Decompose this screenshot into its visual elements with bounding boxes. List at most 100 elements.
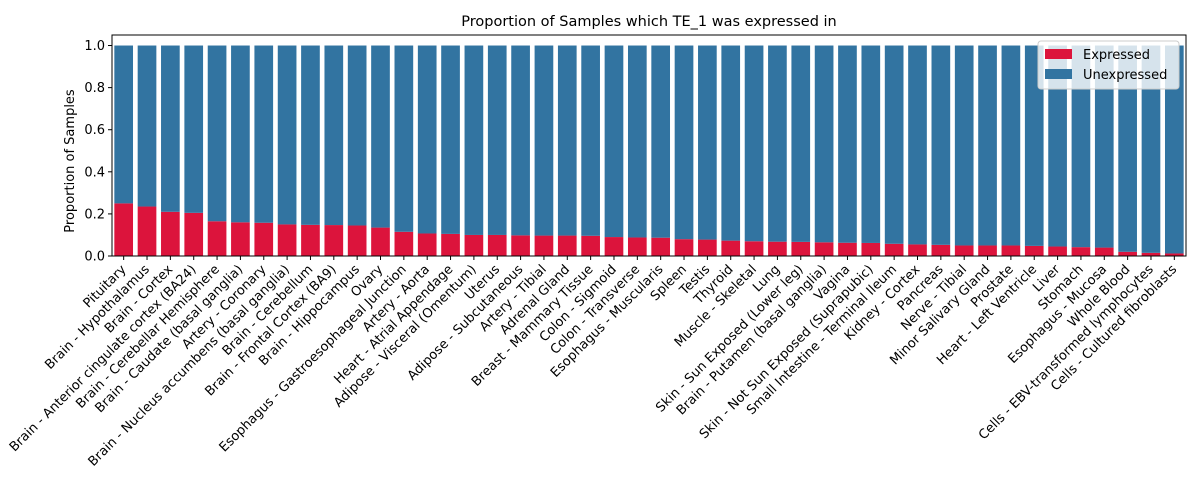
bar-unexpressed [1094,45,1114,248]
bar-unexpressed [604,45,624,238]
bar-unexpressed [184,45,204,213]
bar-unexpressed [674,45,694,240]
bar-expressed [137,206,157,256]
bar-unexpressed [371,45,390,228]
y-tick-label: 0.6 [84,123,105,138]
bar-unexpressed [114,45,134,204]
bar-unexpressed [487,45,507,235]
bar-expressed [744,241,764,256]
legend-swatch-unexpressed [1045,69,1072,79]
bar-expressed [254,222,274,256]
bar-unexpressed [207,45,227,222]
bar-expressed [394,231,414,256]
y-tick-label: 0.2 [84,207,105,222]
bar-unexpressed [627,45,647,238]
bar-unexpressed [908,45,927,245]
plot-frame [111,34,1187,257]
bar-unexpressed [1071,45,1091,248]
bar-unexpressed [417,45,437,234]
bar-expressed [791,241,811,256]
bar-unexpressed [1141,45,1161,253]
bar-expressed [884,243,904,256]
bar-unexpressed [744,45,764,242]
bar-unexpressed [534,45,554,236]
bar-expressed [1001,245,1021,256]
bar-expressed [1048,246,1067,256]
bars-layer [114,45,1184,256]
bar-expressed [441,233,460,256]
bar-unexpressed [161,45,180,212]
bar-expressed [207,221,227,256]
bar-unexpressed [324,45,344,226]
bar-expressed [557,235,577,256]
bar-expressed [721,240,741,256]
y-tick-label: 0.0 [84,250,105,265]
bar-expressed [581,235,600,256]
bar-expressed [1071,247,1091,256]
bar-expressed [347,225,367,256]
bar-expressed [417,233,437,256]
bar-expressed [231,222,250,256]
bar-unexpressed [254,45,274,223]
bar-expressed [1094,247,1114,256]
y-tick-label: 0.4 [84,165,105,180]
bar-expressed [978,245,997,256]
bar-expressed [277,224,297,256]
bar-unexpressed [394,45,414,232]
bar-unexpressed [1048,45,1067,247]
bar-unexpressed [137,45,157,207]
bar-expressed [114,203,134,256]
bar-expressed [371,227,390,256]
bar-unexpressed [861,45,881,243]
bar-unexpressed [698,45,717,240]
bar-expressed [698,239,717,256]
bar-unexpressed [814,45,834,243]
bar-expressed [838,242,857,256]
bar-expressed [184,212,204,256]
bar-unexpressed [464,45,484,235]
bar-expressed [768,241,787,256]
bar-expressed [534,235,554,256]
bar-expressed [931,244,951,256]
legend-swatch-expressed [1045,49,1072,59]
bar-expressed [1164,253,1184,256]
bar-unexpressed [347,45,367,226]
y-tick-label: 1.0 [84,39,105,54]
bar-expressed [161,211,180,256]
legend-label-unexpressed: Unexpressed [1083,68,1167,83]
bar-unexpressed [1164,45,1184,254]
chart-title: Proportion of Samples which TE_1 was exp… [461,14,836,30]
legend-box [1037,40,1180,90]
bar-expressed [464,234,484,256]
bar-expressed [1024,245,1044,256]
bar-unexpressed [791,45,811,242]
bar-unexpressed [721,45,741,241]
bar-unexpressed [231,45,250,223]
bar-expressed [324,225,344,256]
bar-unexpressed [884,45,904,244]
bar-expressed [1118,251,1137,256]
bar-unexpressed [581,45,600,236]
bar-expressed [301,224,320,256]
bar-unexpressed [277,45,297,225]
bar-unexpressed [557,45,577,236]
bar-unexpressed [1118,45,1137,252]
bar-unexpressed [511,45,530,236]
y-axis: 0.0 0.2 0.4 0.6 0.8 1.0 [84,39,112,265]
bar-unexpressed [931,45,951,245]
bar-unexpressed [441,45,460,234]
bar-expressed [908,244,927,256]
bar-unexpressed [954,45,974,246]
bar-unexpressed [651,45,671,238]
bar-expressed [954,245,974,256]
bar-expressed [651,237,671,256]
bar-unexpressed [768,45,787,242]
legend: Expressed Unexpressed [1037,40,1180,90]
bar-expressed [814,242,834,256]
bar-expressed [627,237,647,256]
bar-unexpressed [1001,45,1021,246]
y-tick-label: 0.8 [84,81,105,96]
bar-unexpressed [301,45,320,225]
